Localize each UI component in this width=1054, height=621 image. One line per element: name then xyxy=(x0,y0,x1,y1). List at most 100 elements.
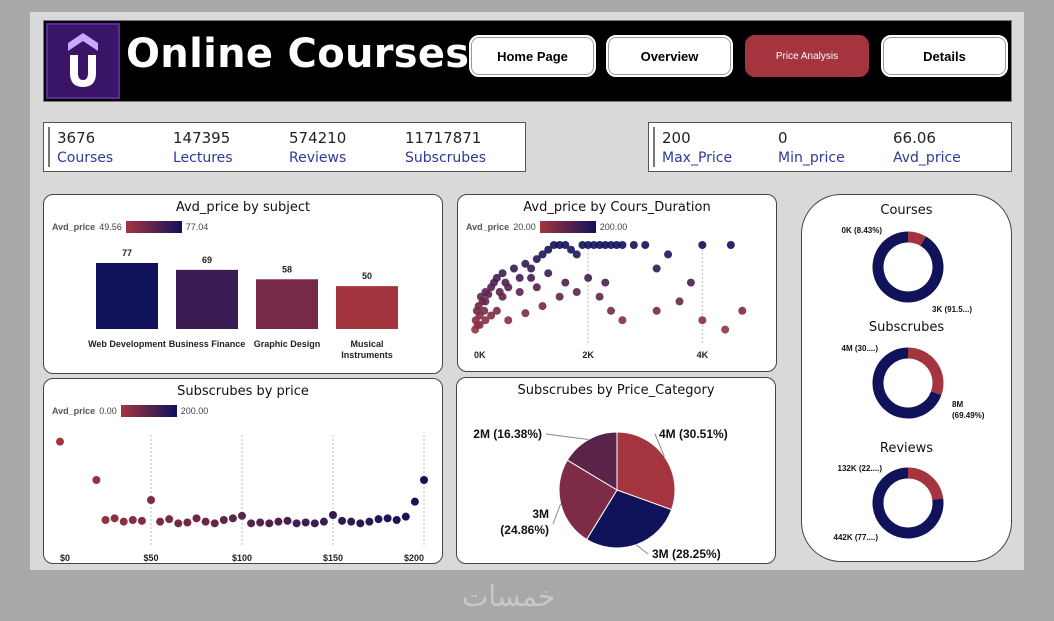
x-tick-label: $0 xyxy=(60,553,70,563)
scatter-point xyxy=(601,278,610,287)
scatter-point xyxy=(612,241,621,249)
scatter-point xyxy=(555,241,564,249)
legend-label: Avd_price xyxy=(466,222,510,232)
legend-label: Avd_price xyxy=(52,406,96,416)
scatter-point xyxy=(515,288,524,296)
scatter-point xyxy=(498,292,507,301)
scatter-point xyxy=(521,259,530,268)
scatter-point xyxy=(721,325,730,334)
watermark-text: خمسات xyxy=(462,580,556,613)
scatter-point xyxy=(652,264,661,273)
legend-gradient xyxy=(539,221,596,233)
scatter-point xyxy=(147,496,155,504)
scatter-point xyxy=(165,515,174,524)
donut-segment xyxy=(907,467,944,501)
scatter-point xyxy=(238,511,246,520)
scatter-point xyxy=(192,514,201,523)
nav-home-page-button[interactable]: Home Page xyxy=(469,35,596,77)
scatter-point xyxy=(515,273,524,282)
scatter-point xyxy=(92,476,101,484)
scatter-point xyxy=(347,517,356,526)
legend-label: Avd_price xyxy=(52,222,96,232)
legend-max: 200.00 xyxy=(180,406,209,416)
scatter-point xyxy=(555,292,564,301)
chart-card-subscrubes-by-price-category[interactable]: Subscrubes by Price_Category 4M (30.51%)… xyxy=(456,377,776,564)
kpi-label: Max_Price xyxy=(662,150,733,166)
kpi-accent-bar xyxy=(653,127,655,167)
scatter-point xyxy=(475,320,484,329)
kpi-value: 200 xyxy=(662,129,691,147)
chart-legend: Avd_price 20.00 200.00 xyxy=(466,221,627,233)
bar-0 xyxy=(96,263,158,329)
scatter-point xyxy=(589,241,598,249)
scatter-point xyxy=(618,241,627,249)
donut-label: (69.49%) xyxy=(952,411,985,420)
scatter-point xyxy=(283,516,292,525)
nav-price-analysis-button[interactable]: Price Analysis xyxy=(745,35,869,77)
bar-category-label: Business Finance xyxy=(169,339,246,349)
kpi-label: Lectures xyxy=(173,150,233,166)
scatter-point xyxy=(561,241,570,249)
scatter-duration-svg: 0K 2K 4K xyxy=(471,241,747,360)
pie-slice-label: 2M (16.38%) xyxy=(473,427,542,441)
scatter-point xyxy=(410,497,419,506)
scatter-point xyxy=(509,264,518,273)
bar-value-label: 58 xyxy=(282,264,292,274)
donut-label: 4M (30....) xyxy=(842,344,879,353)
chart-legend: Avd_price 0.00 200.00 xyxy=(52,405,208,417)
chart-title: Subscrubes by price xyxy=(177,384,309,399)
scatter-point xyxy=(698,316,707,325)
nav-overview-button[interactable]: Overview xyxy=(606,35,733,77)
kpi-reviews: 574210 Reviews xyxy=(289,129,346,166)
scatter-point xyxy=(210,519,219,528)
pie-slice-label: 4M (30.51%) xyxy=(659,427,728,441)
chart-card-avd-price-by-subject[interactable]: Avd_price by subject Avd_price 49.56 77.… xyxy=(43,194,443,374)
donut-segment xyxy=(872,231,944,303)
scatter-point xyxy=(329,511,337,519)
kpi-value: 3676 xyxy=(57,129,96,147)
scatter-point xyxy=(561,278,570,287)
donut-segment xyxy=(907,347,944,396)
chart-card-avd-price-by-duration[interactable]: Avd_price by Cours_Duration Avd_price 20… xyxy=(457,194,777,372)
scatter-point xyxy=(675,297,684,306)
pie-leader-line xyxy=(545,433,589,441)
scatter-point xyxy=(532,283,541,292)
nav-details-button[interactable]: Details xyxy=(881,35,1008,77)
logo-u-icon xyxy=(68,33,98,87)
scatter-point xyxy=(504,316,513,325)
x-tick-label: $150 xyxy=(323,553,343,563)
donut-label: 442K (77....) xyxy=(834,533,879,542)
scatter-point xyxy=(228,514,237,523)
chart-card-subscrubes-by-price[interactable]: Subscrubes by price Avd_price 0.00 200.0… xyxy=(43,378,443,564)
pie-slice-2 xyxy=(558,459,618,541)
kpi-subscrubes: 11717871 Subscrubes xyxy=(405,129,486,166)
scatter-point xyxy=(137,516,146,525)
scatter-point xyxy=(365,517,374,526)
scatter-point xyxy=(401,512,410,521)
legend-gradient xyxy=(125,221,182,233)
chart-card-donuts[interactable]: Courses Subscrubes Reviews 3K (91.5...) 0… xyxy=(801,194,1012,562)
legend-min: 49.56 xyxy=(99,222,122,232)
scatter-point xyxy=(128,516,137,524)
scatter-point xyxy=(641,241,650,249)
legend-min: 0.00 xyxy=(99,406,117,416)
donut-title-reviews: Reviews xyxy=(879,441,934,456)
donut-label: 0K (8.43%) xyxy=(842,226,883,235)
scatter-point xyxy=(595,292,604,301)
scatter-point xyxy=(356,519,365,528)
kpi-value: 11717871 xyxy=(405,129,482,147)
scatter-point xyxy=(420,476,428,484)
x-tick-label: $100 xyxy=(232,553,252,563)
kpi-value: 66.06 xyxy=(893,129,936,147)
scatter-point xyxy=(686,278,695,287)
pie-leader-line xyxy=(552,503,562,525)
scatter-point xyxy=(738,306,747,315)
scatter-point xyxy=(584,273,593,282)
kpi-label: Avd_price xyxy=(893,150,961,166)
scatter-point xyxy=(567,245,576,254)
pie-slice-1 xyxy=(585,489,673,549)
donut-title-subscrubes: Subscrubes xyxy=(868,320,945,335)
donut-label: 132K (22....) xyxy=(838,464,883,473)
scatter-point xyxy=(544,245,553,254)
scatter-point xyxy=(538,250,547,259)
